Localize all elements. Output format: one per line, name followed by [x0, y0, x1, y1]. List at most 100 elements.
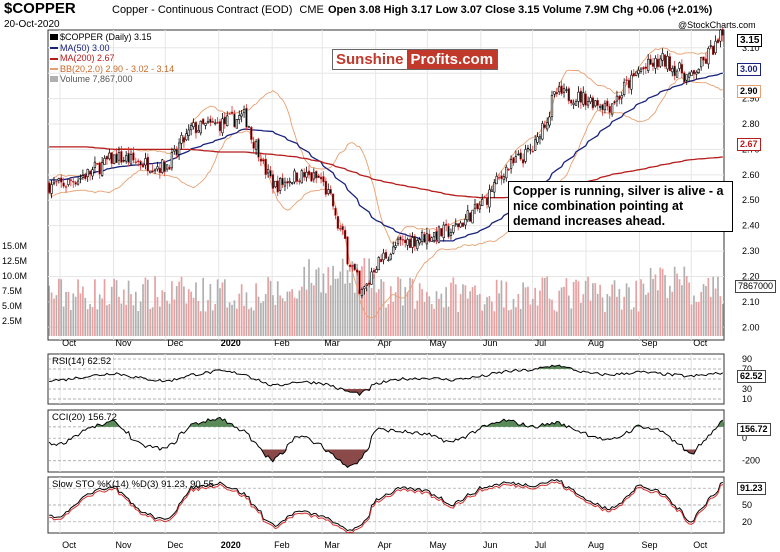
candle-body: [153, 169, 157, 172]
volume-bar: [592, 283, 594, 336]
candle-body: [579, 90, 583, 103]
candle-body: [79, 178, 82, 180]
ma200-line: [49, 146, 723, 199]
candle-body: [291, 182, 294, 184]
volume-bar: [428, 296, 431, 336]
volume-bar: [163, 291, 166, 336]
volume-bar: [353, 292, 356, 336]
volume-bar: [337, 278, 339, 336]
candle-body: [500, 175, 503, 179]
volume-bar: [671, 291, 674, 336]
candle-body: [221, 118, 224, 134]
volume-bar: [231, 304, 233, 336]
candle-body: [375, 269, 378, 273]
volume-bar: [101, 298, 103, 336]
cci-tick-label: -200: [742, 456, 760, 466]
gridlines: [48, 30, 724, 533]
volume-bar: [418, 283, 421, 336]
candle-body: [514, 156, 518, 163]
volume-bar: [149, 308, 152, 336]
volume-bar: [134, 291, 137, 336]
ohlc-summary: Open 3.08 High 3.17 Low 3.07 Close 3.15 …: [328, 4, 713, 16]
volume-bar: [257, 296, 260, 336]
x-tick-label-upper: Aug: [588, 338, 604, 348]
volume-bar: [161, 290, 164, 336]
candle-body: [550, 95, 554, 117]
volume-bar: [647, 292, 650, 336]
candle-body: [406, 239, 409, 246]
candle-body: [478, 204, 481, 210]
volume-bar: [519, 308, 522, 336]
volume-bar: [430, 304, 433, 336]
candle-body: [180, 134, 183, 144]
rsi-tick-label: 30: [742, 384, 752, 394]
volume-bar: [173, 299, 176, 336]
candle-body: [346, 236, 349, 265]
candle-body: [158, 167, 162, 173]
volume-bar: [555, 311, 558, 336]
candle-body: [695, 71, 698, 75]
x-tick-label-lower: May: [429, 540, 447, 550]
volume-bar: [673, 266, 676, 336]
volume-bar: [618, 288, 621, 336]
volume-bar: [594, 283, 597, 336]
candle-body: [230, 111, 234, 114]
volume-bar: [688, 282, 690, 336]
volume-bar: [414, 308, 416, 336]
volume-bar: [382, 281, 385, 336]
candle-body: [173, 148, 176, 152]
volume-bar: [115, 280, 118, 336]
x-tick-label-upper: Nov: [116, 338, 133, 348]
volume-bar: [560, 287, 563, 336]
volume-bar: [168, 303, 171, 336]
candle-body: [276, 180, 279, 193]
main-legend: $COPPER (Daily) 3.15 MA(50) 3.00 MA(200)…: [50, 32, 174, 85]
volume-bar: [308, 259, 310, 336]
volume-bar: [493, 311, 496, 336]
annotation-callout: Copper is running, silver is alive - a n…: [508, 181, 733, 232]
candle-body: [574, 101, 578, 106]
candle-body: [315, 171, 318, 179]
candle-body: [259, 158, 263, 162]
volume-bar: [582, 294, 585, 336]
candle-body: [60, 177, 63, 183]
x-tick-label-upper: Oct: [693, 338, 708, 348]
candle-body: [675, 70, 679, 78]
bb-lower-chip: 2.90: [737, 85, 761, 98]
candle-body: [586, 101, 590, 106]
candle-body: [353, 263, 356, 271]
x-tick-label-lower: Apr: [378, 540, 392, 550]
volume-bar: [522, 282, 524, 336]
candle-body: [526, 147, 530, 150]
volume-bar: [255, 283, 257, 336]
candle-body: [423, 234, 426, 243]
volume-bar: [110, 286, 113, 336]
candle-body: [339, 228, 342, 230]
candle-body: [432, 232, 436, 238]
candle-body: [493, 182, 496, 193]
candle-body: [146, 156, 149, 172]
volume-bar: [584, 280, 587, 336]
candle-body: [603, 102, 607, 111]
rsi-title: RSI(14) 62.52: [52, 356, 111, 367]
candle-body: [481, 199, 484, 207]
volume-bar: [291, 289, 294, 336]
candle-body: [719, 29, 722, 42]
x-tick-label-upper: Feb: [274, 338, 290, 348]
candle-body: [254, 141, 258, 150]
cci-tick-label: 0: [742, 433, 747, 443]
candle-body: [100, 162, 104, 176]
panel-frames: [47, 29, 725, 534]
volume-bar: [409, 277, 411, 336]
volume-bar: [72, 293, 75, 336]
candle-body: [125, 155, 128, 162]
candle-body: [355, 269, 359, 273]
volume-bar: [219, 288, 221, 336]
volume-bar: [356, 263, 358, 336]
volume-bar: [361, 266, 363, 336]
candle-body: [295, 172, 299, 182]
candle-body: [613, 101, 616, 104]
candle-body: [594, 100, 597, 107]
volume-bar: [541, 277, 544, 336]
volume-bar: [623, 296, 626, 336]
